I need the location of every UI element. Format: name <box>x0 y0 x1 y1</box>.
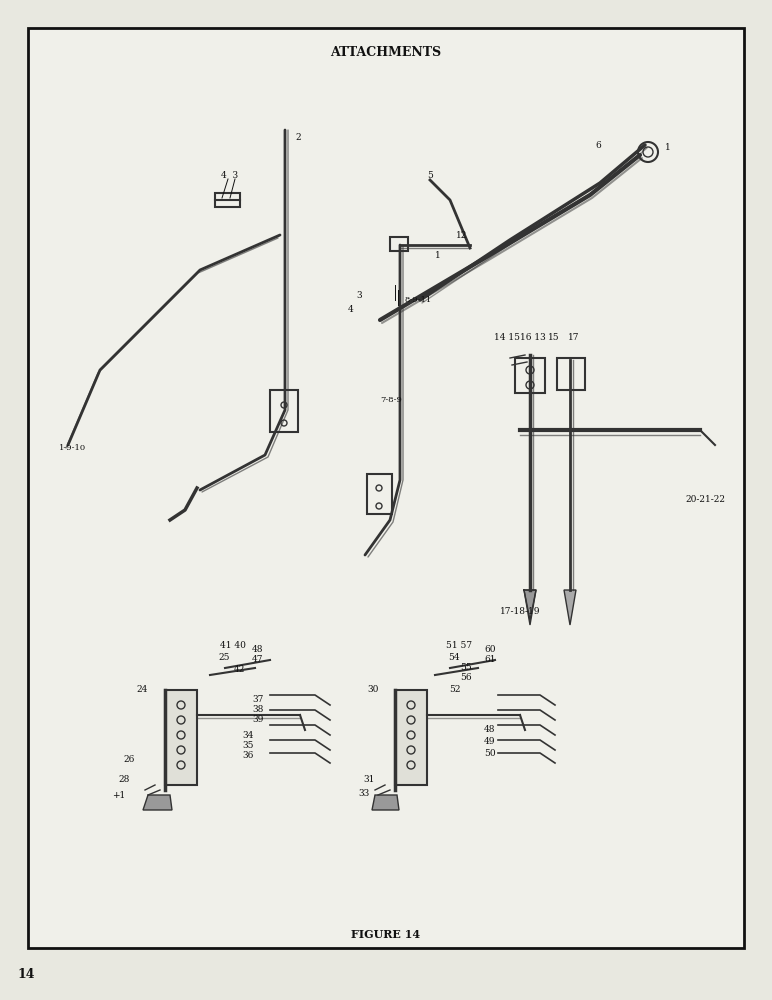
FancyBboxPatch shape <box>270 390 298 432</box>
Text: 61: 61 <box>484 656 496 664</box>
Text: 56: 56 <box>460 674 472 682</box>
FancyBboxPatch shape <box>165 690 197 785</box>
Text: 7-8-9: 7-8-9 <box>380 396 402 404</box>
Polygon shape <box>564 590 576 625</box>
Text: 25: 25 <box>218 654 229 662</box>
Text: +1: +1 <box>112 790 125 800</box>
Text: 35: 35 <box>242 740 253 750</box>
Text: 39: 39 <box>252 716 263 724</box>
FancyBboxPatch shape <box>395 690 427 785</box>
Text: 14: 14 <box>18 968 36 982</box>
Text: 8-9-11: 8-9-11 <box>405 296 432 304</box>
Text: 26: 26 <box>124 756 135 764</box>
Text: 14 15: 14 15 <box>494 334 520 342</box>
Text: 12: 12 <box>456 232 467 240</box>
Text: 20-21-22: 20-21-22 <box>685 495 725 504</box>
Text: 4: 4 <box>348 306 354 314</box>
Text: 41 40: 41 40 <box>220 641 245 650</box>
Polygon shape <box>372 795 399 810</box>
Text: 52: 52 <box>449 686 461 694</box>
Text: 33: 33 <box>359 788 370 798</box>
Text: 48: 48 <box>484 726 496 734</box>
Text: 51 57: 51 57 <box>446 641 472 650</box>
Text: 54: 54 <box>448 654 459 662</box>
Text: 16 13: 16 13 <box>520 334 546 342</box>
Text: 60: 60 <box>484 646 496 654</box>
FancyBboxPatch shape <box>557 358 585 390</box>
Text: 38: 38 <box>252 706 263 714</box>
Text: ATTACHMENTS: ATTACHMENTS <box>330 45 442 58</box>
Text: 2: 2 <box>295 133 300 142</box>
Text: 5: 5 <box>427 170 433 180</box>
Text: 1: 1 <box>435 250 441 259</box>
Text: 34: 34 <box>242 730 253 740</box>
FancyBboxPatch shape <box>28 28 744 948</box>
Text: 30: 30 <box>367 686 379 694</box>
Text: 28: 28 <box>119 776 130 784</box>
Text: 15: 15 <box>548 334 560 342</box>
Text: 6: 6 <box>595 140 601 149</box>
Text: 36: 36 <box>242 750 253 760</box>
FancyBboxPatch shape <box>367 474 392 514</box>
Text: 31: 31 <box>364 776 375 784</box>
Text: 49: 49 <box>484 738 496 746</box>
Text: 55: 55 <box>460 664 472 672</box>
Text: 47: 47 <box>252 656 263 664</box>
Text: 17-18-19: 17-18-19 <box>499 607 540 616</box>
Text: 42: 42 <box>234 666 245 674</box>
Text: FIGURE 14: FIGURE 14 <box>351 930 421 940</box>
Text: 50: 50 <box>484 750 496 758</box>
FancyBboxPatch shape <box>515 358 545 393</box>
Text: 24: 24 <box>137 686 148 694</box>
Text: 3: 3 <box>357 290 362 300</box>
Text: 1: 1 <box>665 142 671 151</box>
Text: 37: 37 <box>252 696 263 704</box>
Polygon shape <box>524 590 536 625</box>
Text: 1-9-10: 1-9-10 <box>59 444 86 452</box>
Polygon shape <box>143 795 172 810</box>
FancyBboxPatch shape <box>390 237 408 251</box>
FancyBboxPatch shape <box>215 193 240 207</box>
Text: 17: 17 <box>568 334 580 342</box>
Text: 48: 48 <box>252 646 263 654</box>
Text: 4  3: 4 3 <box>222 172 239 180</box>
